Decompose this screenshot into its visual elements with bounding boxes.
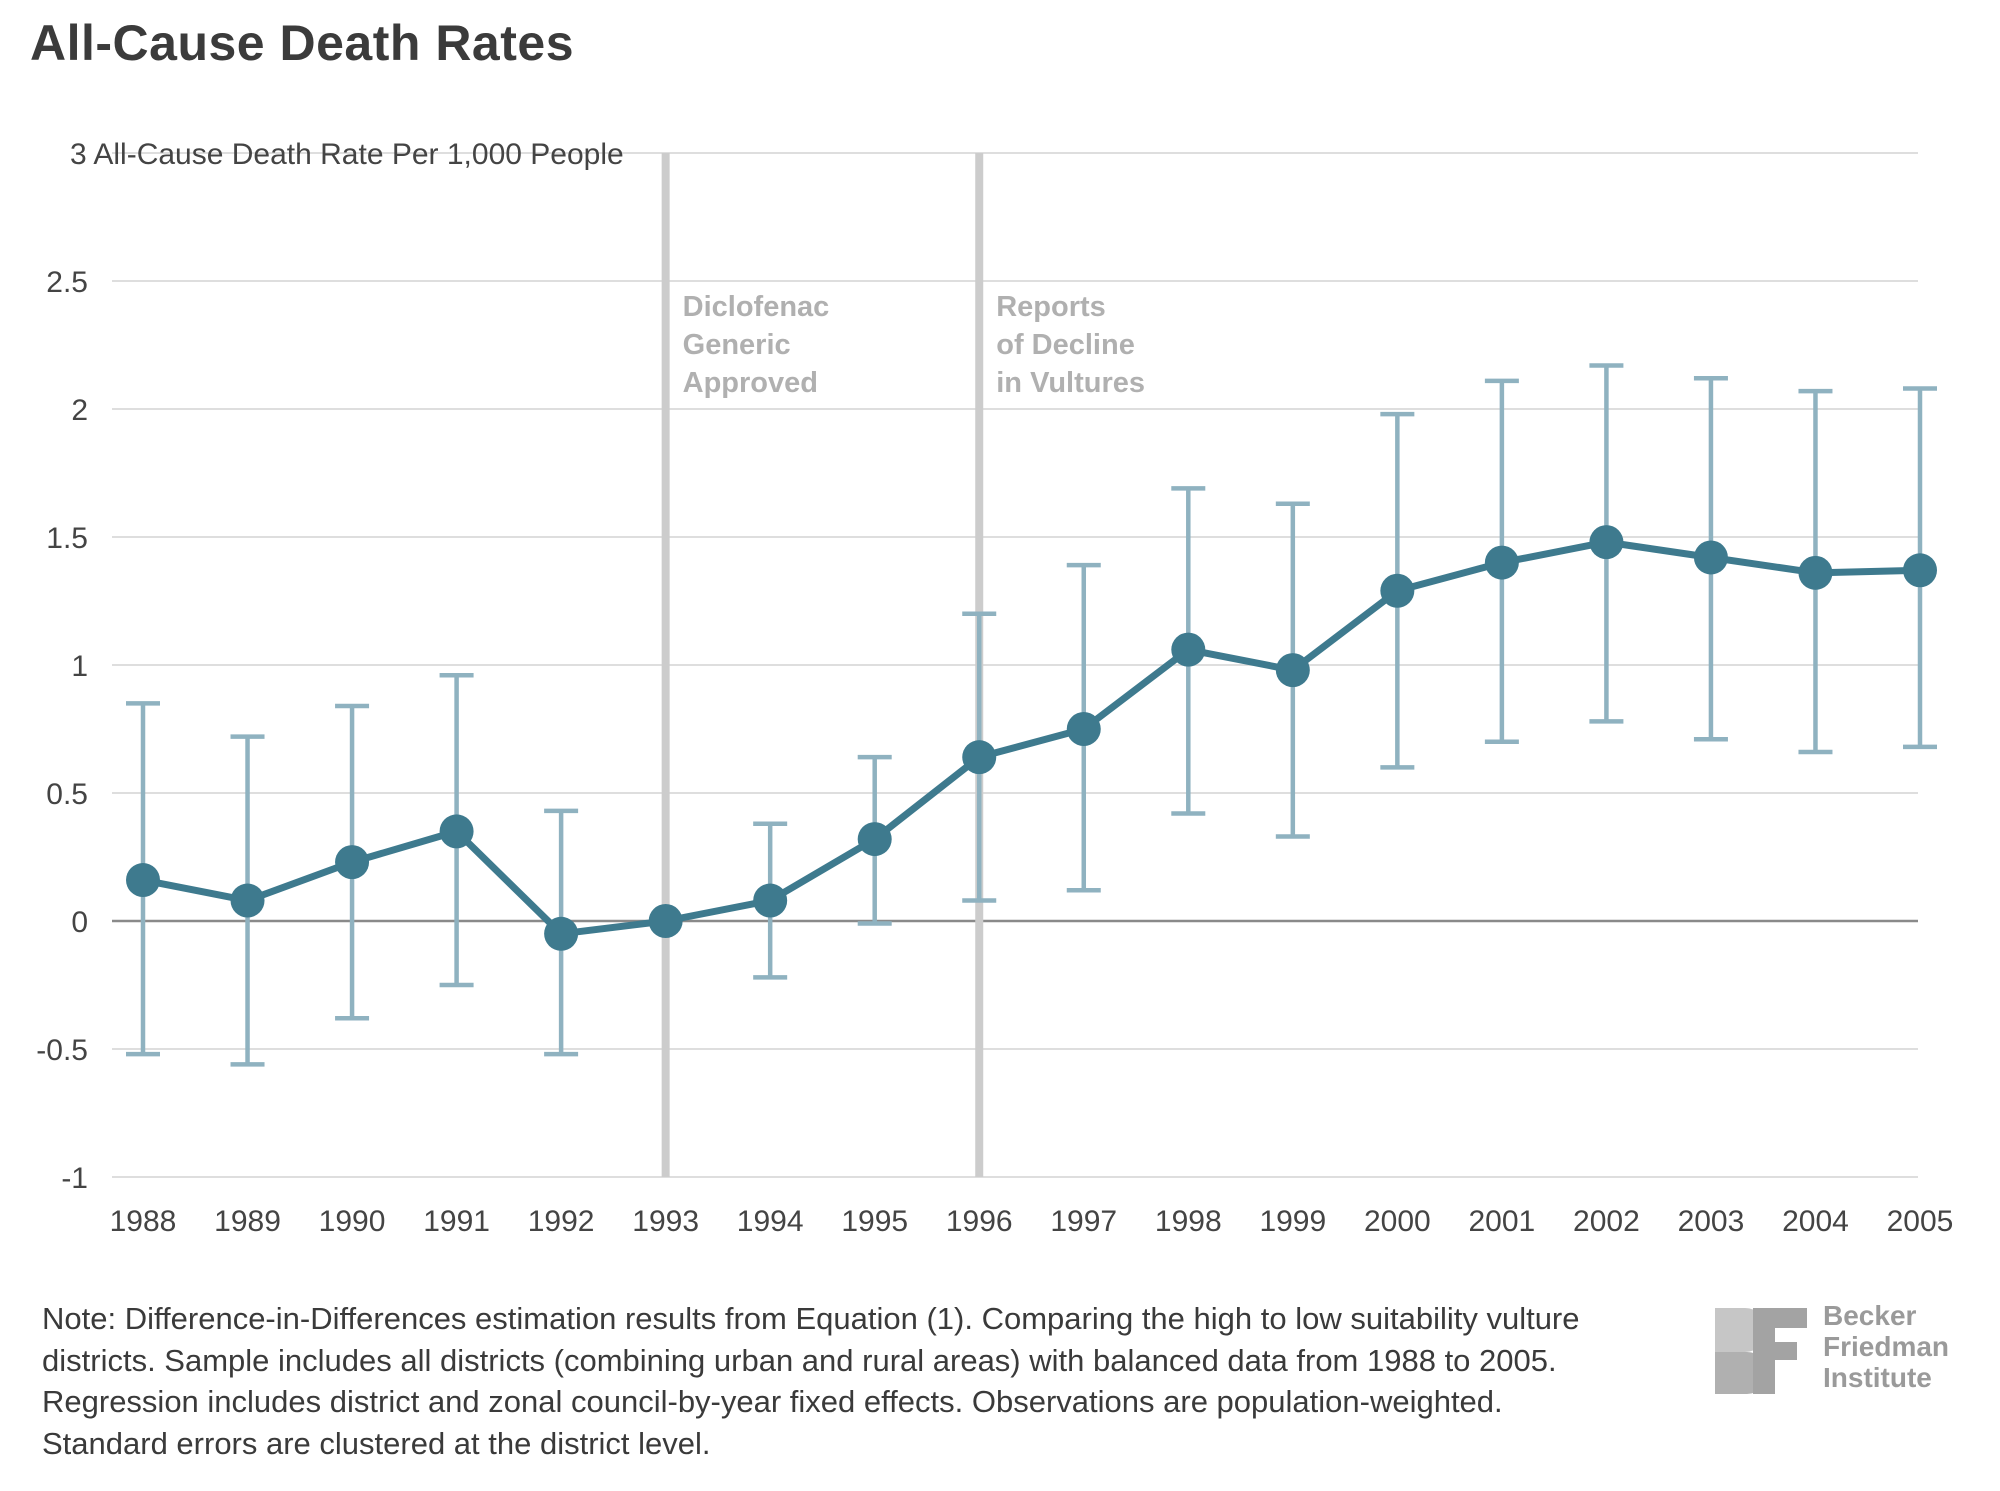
becker-friedman-logo: Becker Friedman Institute — [1715, 1300, 1975, 1400]
series-polyline — [142, 538, 1921, 938]
y-tick-label: 2 — [71, 394, 88, 427]
grid-layer — [112, 152, 1918, 1178]
annotation-text: Reports — [996, 291, 1106, 323]
logo-line-2: Friedman — [1823, 1331, 1950, 1362]
data-point — [1066, 712, 1101, 746]
x-tick-label: 2004 — [1782, 1205, 1849, 1238]
y-tick-label: 1.5 — [46, 522, 88, 555]
y-tick-label: 2.5 — [46, 266, 88, 299]
x-tick-label: 1992 — [528, 1205, 595, 1238]
data-point — [1171, 632, 1206, 667]
annotation-text: Generic — [683, 329, 791, 361]
error-bars — [126, 363, 1937, 1067]
data-point — [230, 883, 265, 918]
annotation-text: Approved — [683, 367, 818, 399]
data-point — [126, 863, 160, 898]
x-tick-label: 1997 — [1050, 1205, 1117, 1238]
annotation-text: of Decline — [996, 329, 1135, 361]
data-point — [1798, 555, 1833, 590]
x-tick-label: 1991 — [423, 1205, 490, 1238]
x-tick-label: 1993 — [632, 1205, 699, 1238]
data-point — [1275, 653, 1310, 688]
annotation-text: in Vultures — [996, 367, 1145, 399]
logo-mark — [1715, 1308, 1807, 1394]
y-tick-label: -1 — [61, 1162, 88, 1195]
logo-line-1: Becker — [1823, 1300, 1917, 1331]
y-tick-label: -0.5 — [36, 1034, 88, 1067]
data-point — [962, 740, 997, 775]
x-tick-label: 2000 — [1364, 1205, 1431, 1238]
footnote: Note: Difference-in-Differences estimati… — [42, 1301, 1580, 1461]
x-tick-label: 2005 — [1887, 1205, 1954, 1238]
x-tick-label: 1988 — [110, 1205, 177, 1238]
y-tick-label: 3 All-Cause Death Rate Per 1,000 People — [70, 138, 624, 171]
annotation-text: Diclofenac — [683, 291, 830, 323]
y-tick-label: 0.5 — [46, 778, 88, 811]
annotations: Diclofenac Generic Approved Reports of Decli… — [683, 291, 1145, 399]
x-tick-label: 2002 — [1573, 1205, 1640, 1238]
data-point — [1693, 540, 1728, 575]
data-point — [857, 822, 892, 857]
x-tick-label: 1989 — [214, 1205, 281, 1238]
data-points — [126, 525, 1937, 951]
x-tick-label: 1999 — [1259, 1205, 1326, 1238]
x-tick-label: 1994 — [737, 1205, 804, 1238]
logo-text: Becker Friedman Institute — [1823, 1300, 1949, 1393]
data-point — [1380, 573, 1415, 608]
x-tick-label: 1995 — [841, 1205, 908, 1238]
data-point — [1903, 553, 1937, 588]
data-point — [335, 845, 370, 880]
data-point — [1589, 525, 1624, 560]
x-tick-label: 1998 — [1155, 1205, 1222, 1238]
data-point — [439, 814, 474, 849]
chart-canvas: -1 -0.5 0 0.5 1 1.5 2 2.5 3 All-Cause Death Rate… — [36, 138, 1954, 1238]
data-point — [753, 883, 788, 918]
y-tick-label: 1 — [71, 650, 88, 683]
x-tick-label: 1996 — [946, 1205, 1013, 1238]
series-line — [142, 538, 1921, 938]
y-axis-labels: -1 -0.5 0 0.5 1 1.5 2 2.5 3 All-Cause Death Rate… — [36, 138, 623, 1195]
data-point — [1484, 545, 1519, 580]
x-tick-label: 2003 — [1678, 1205, 1745, 1238]
data-point — [648, 904, 683, 938]
x-tick-label: 2001 — [1469, 1205, 1536, 1238]
data-point — [544, 916, 579, 951]
x-axis-labels: 1988 1989 1990 1991 1992 1993 1994 1995 1996 1997… — [110, 1205, 1954, 1238]
y-tick-label: 0 — [71, 906, 88, 939]
x-tick-label: 1990 — [319, 1205, 386, 1238]
logo-line-3: Institute — [1823, 1362, 1932, 1393]
chart-title: All-Cause Death Rates — [30, 15, 574, 71]
